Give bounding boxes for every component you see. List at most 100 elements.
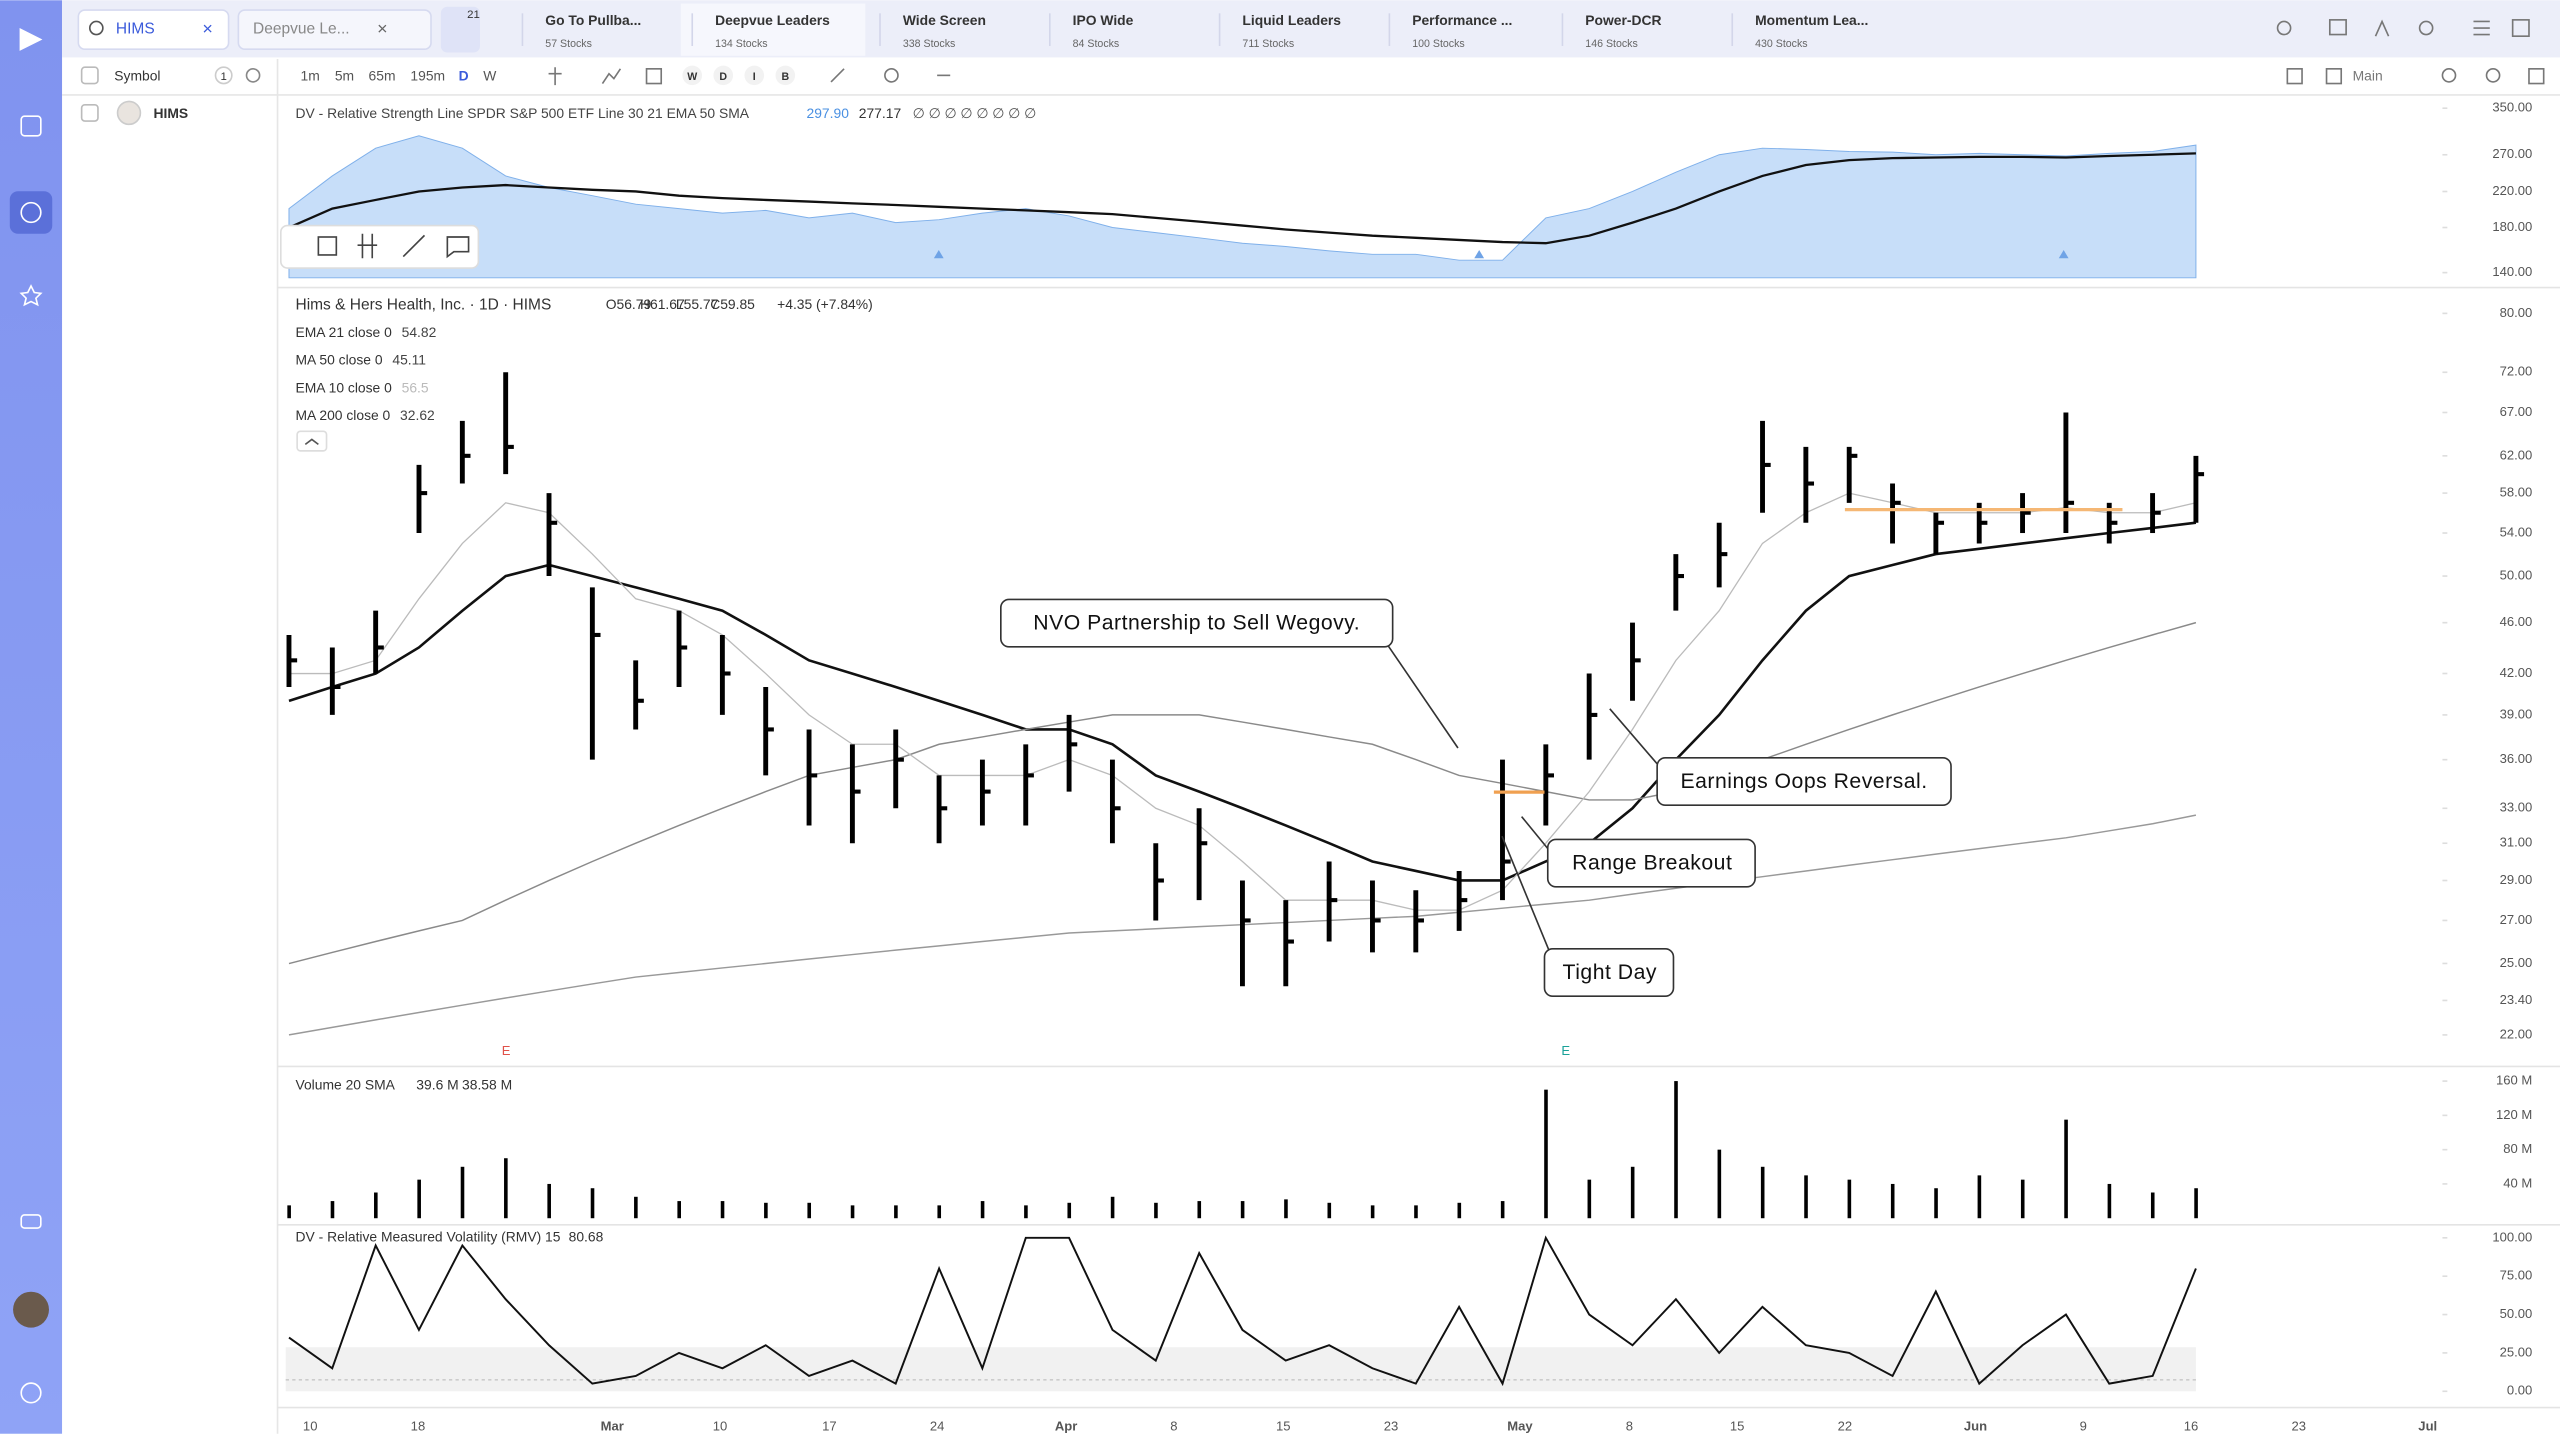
leader [1521,816,1552,854]
tool[interactable] [357,233,378,259]
checkbox[interactable] [80,103,99,122]
watchlist-box[interactable] [237,9,432,51]
legend-value: 80.68 [569,1228,604,1244]
bar-type-button[interactable] [744,65,765,86]
icon[interactable] [884,68,899,83]
timeframe[interactable]: 65m [369,68,396,84]
tool[interactable] [317,236,338,256]
volume-bar [1760,1166,1765,1219]
icon[interactable] [2325,68,2343,85]
icon[interactable] [2286,68,2303,85]
volume-bar [720,1201,725,1219]
indicator-value: 32.62 [400,407,435,423]
clear-icon[interactable]: × [202,18,212,38]
timeframe[interactable]: 1m [301,68,320,84]
nav-icon[interactable] [19,284,43,307]
tab-count: 711 Stocks [1242,38,1294,50]
y-tick-label: 220.00 [2492,183,2532,198]
volume-bar [1154,1202,1158,1219]
bar-type-button[interactable] [682,65,703,86]
bar-type: D [719,71,727,83]
volume-bar [850,1205,855,1219]
icon[interactable] [2441,68,2457,83]
search-icon [88,20,104,36]
volume-bar [1110,1196,1115,1219]
tool[interactable] [446,236,470,259]
nav-icon[interactable] [20,1214,42,1229]
x-tick-label: 22 [1838,1419,1853,1434]
drawing-toolbar [280,224,480,269]
tab-name[interactable]: Momentum Lea... [1755,12,1868,28]
rs-area [288,135,2197,279]
tab-count: 57 Stocks [545,38,592,50]
icon[interactable] [2276,20,2292,36]
nav-active[interactable] [9,191,53,234]
icon[interactable] [2528,68,2545,85]
avatar[interactable] [13,1291,49,1328]
icon[interactable] [2485,68,2501,83]
legend-value: 297.90 [807,105,850,121]
nav-icon[interactable] [20,201,42,224]
y-tick-label: 270.00 [2492,146,2532,161]
tab-name[interactable]: IPO Wide [1073,12,1134,28]
ohlc-value: H61.67 [640,296,685,312]
volume-bar [937,1205,942,1219]
tab-name[interactable]: Power-DCR [1585,12,1661,28]
volume-bar [1197,1201,1202,1219]
volume-bar [1544,1089,1548,1219]
volume-bar [1717,1149,1722,1219]
x-tick-label: 8 [1626,1419,1633,1434]
y-tick-label: 27.00 [2500,912,2533,927]
tab-name[interactable]: Liquid Leaders [1242,12,1341,28]
annotation: Range Breakout [1572,852,1732,875]
moving-average [288,492,2197,911]
tab-name[interactable]: Performance ... [1412,12,1512,28]
legend-value: 277.17 [859,105,902,121]
tab-name[interactable]: Wide Screen [903,12,986,28]
annotation-box[interactable] [1546,838,1756,888]
annotation-box[interactable] [1000,598,1394,648]
y-tick-label: 140.00 [2492,264,2532,279]
settings-icon[interactable] [245,68,261,83]
annotation: Tight Day [1563,961,1657,984]
tab-name[interactable]: Go To Pullba... [545,12,641,28]
y-tick-label: 67.00 [2500,404,2533,419]
filter-button[interactable] [440,6,480,53]
icon[interactable] [601,68,622,84]
icon[interactable] [830,68,845,83]
annotation-box[interactable] [1543,948,1675,998]
y-tick-label: 160 M [2496,1073,2532,1088]
legend-value: 39.6 M [416,1077,458,1093]
timeframe[interactable]: 195m [410,68,445,84]
icon[interactable] [2511,19,2530,38]
timeframe[interactable]: D [459,68,469,84]
checkbox[interactable] [80,66,99,85]
bar-type-button[interactable] [713,65,734,86]
icon[interactable] [548,67,562,86]
y-tick-label: 72.00 [2500,364,2533,379]
icon[interactable] [645,68,663,85]
annotation-box[interactable] [1656,757,1952,806]
earnings-marker[interactable]: E [1561,1043,1570,1058]
icon[interactable] [2328,19,2347,36]
timeframe[interactable]: 5m [335,68,354,84]
search-box[interactable] [77,9,230,51]
icon[interactable] [2374,19,2390,37]
nav-icon[interactable] [20,115,42,137]
timeframe[interactable]: W [483,68,497,84]
earnings-marker[interactable]: E [502,1043,511,1058]
clear-icon[interactable]: × [377,18,387,38]
collapse-button[interactable] [296,430,328,452]
y-tick-label: 23.40 [2500,992,2533,1007]
icon[interactable] [2473,20,2490,36]
tab-name[interactable]: Deepvue Leaders [715,12,830,28]
change-value: +4.35 (+7.84%) [777,296,873,312]
tool[interactable] [402,234,426,258]
volume-bar [1414,1205,1418,1219]
nav-icon[interactable] [20,1382,42,1404]
layout-select[interactable]: Main [2353,68,2383,84]
symbol-row[interactable]: HIMS [153,105,188,121]
icon[interactable] [2418,20,2434,36]
bar-type-button[interactable] [775,65,796,86]
y-tick-label: 50.00 [2500,568,2533,583]
